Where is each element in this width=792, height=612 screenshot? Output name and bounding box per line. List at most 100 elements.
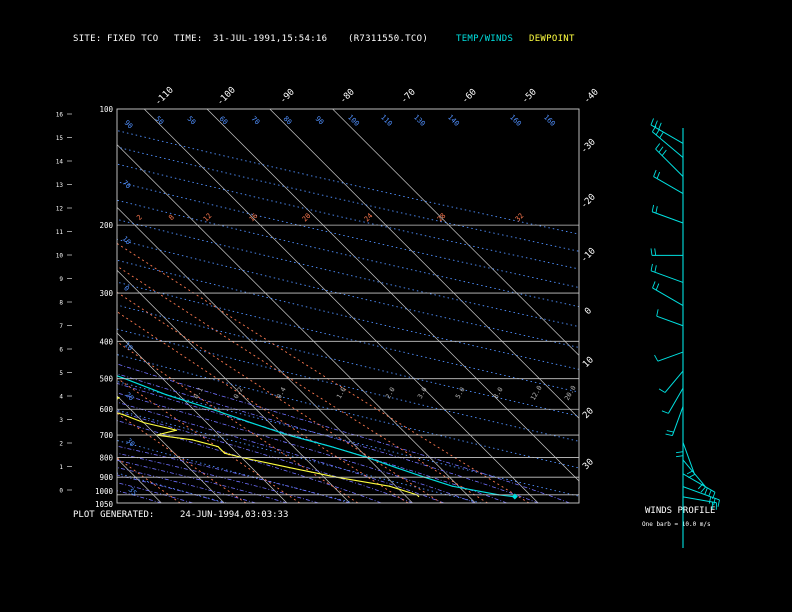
wind-barb-flag	[658, 146, 664, 153]
isotherm-top-label: -80	[338, 87, 357, 106]
mixing-ratio-line	[117, 457, 181, 503]
moist-adiabat	[117, 452, 319, 503]
moist-adiabat-label: 12.0	[529, 384, 544, 402]
dry-adiabat-label: 0	[122, 284, 131, 293]
wind-barb-flag	[676, 455, 684, 458]
isotherm-line	[332, 109, 579, 356]
wind-barb-flag	[655, 283, 660, 291]
height-tick-label: 3	[59, 417, 63, 424]
height-tick-label: 9	[59, 276, 63, 283]
isotherm-line	[117, 458, 162, 503]
mixing-ratio-label: 8	[167, 213, 176, 222]
legend-temp-winds: TEMP/WINDS	[456, 34, 514, 44]
moist-adiabat-label: 1.0	[335, 386, 348, 400]
dry-adiabat-label: 10	[121, 235, 133, 247]
wind-barb-flag	[652, 281, 656, 289]
plot-generated-value: 24-JUN-1994,03:03:33	[180, 510, 289, 520]
file-name: (R7311550.TCO)	[348, 34, 429, 44]
temperature-point	[165, 394, 167, 396]
dewpoint-point	[224, 452, 226, 454]
dry-adiabat-label: 130	[412, 113, 427, 128]
pressure-tick-label: 700	[99, 431, 113, 440]
wind-barb	[682, 473, 716, 493]
wind-barb-flag	[655, 206, 658, 214]
isotherm-top-label: -110	[153, 85, 175, 107]
moist-adiabat-label: 8.0	[492, 386, 505, 400]
height-tick-label: 5	[59, 370, 63, 377]
winds-profile-label: WINDS PROFILE	[645, 506, 716, 516]
wind-barb-flag	[661, 149, 667, 156]
mixing-ratio-line	[117, 341, 359, 503]
height-tick-label: 1	[59, 464, 63, 471]
moist-adiabat	[117, 410, 413, 503]
moist-adiabat	[117, 490, 162, 503]
dry-adiabat	[117, 472, 227, 503]
height-tick-label: 13	[56, 182, 64, 189]
dry-adiabat	[117, 146, 579, 252]
dry-adiabat	[117, 409, 482, 503]
dewpoint-point	[118, 397, 120, 399]
moist-adiabat	[117, 482, 193, 503]
isotherm-top-label: -100	[215, 85, 237, 107]
dry-adiabat-label: 70	[121, 179, 133, 191]
wind-barb-flag	[666, 430, 674, 433]
wind-barb-flag	[713, 498, 716, 506]
wind-barb	[682, 442, 696, 475]
moist-adiabat	[117, 445, 350, 503]
wind-barb-flag	[665, 433, 673, 436]
dry-adiabat-label: 10	[123, 341, 135, 353]
dry-adiabat	[117, 380, 579, 497]
wind-barb-flag	[655, 143, 661, 150]
dry-adiabat-label: 35	[127, 486, 139, 498]
height-tick-label: 16	[56, 112, 64, 119]
dry-adiabat-label: 100	[346, 113, 361, 128]
wind-barb-flag	[708, 489, 712, 497]
mixing-ratio-line	[117, 412, 247, 503]
dry-adiabat-label: 160	[508, 113, 523, 128]
wind-barb-flag	[654, 120, 658, 128]
legend-dewpoint: DEWPOINT	[529, 34, 575, 44]
height-tick-label: 11	[56, 229, 64, 236]
wind-barb	[652, 287, 684, 306]
dry-adiabat-label: 140	[446, 113, 461, 128]
wind-barb-flag	[654, 248, 657, 256]
wind-barb-flag	[658, 122, 662, 130]
site-label: SITE:	[73, 34, 102, 44]
height-tick-label: 15	[56, 135, 64, 142]
pressure-tick-label: 900	[99, 473, 113, 482]
moist-adiabat-label: 5.0	[454, 386, 467, 400]
isotherm-right-label: -10	[579, 246, 598, 265]
moist-adiabat	[117, 363, 570, 503]
isotherm-top-label: -50	[520, 87, 539, 106]
plot-area	[0, 109, 579, 503]
isotherm-right-label: 10	[581, 355, 596, 370]
isotherm-right-label: 30	[581, 457, 596, 472]
dry-adiabat-label: 90	[314, 115, 326, 127]
temperature-trace	[117, 375, 513, 498]
height-tick-label: 10	[56, 253, 64, 260]
dry-adiabat	[0, 125, 99, 503]
pressure-tick-label: 1050	[95, 500, 114, 509]
wind-barb-flag	[650, 118, 654, 126]
dry-adiabat-label: 160	[542, 113, 557, 128]
moist-adiabat	[117, 420, 382, 503]
wind-barb	[657, 351, 684, 362]
height-tick-label: 0	[59, 488, 63, 495]
wind-barb-flag	[717, 499, 720, 507]
dry-adiabat-label: 50	[186, 115, 198, 127]
dry-adiabat	[117, 304, 579, 417]
isotherm-right-label: -30	[579, 137, 598, 156]
isotherm-right-label: 0	[583, 306, 594, 317]
mixing-ratio-label: 20	[301, 212, 313, 224]
pressure-tick-label: 800	[99, 453, 113, 462]
wind-barb	[671, 406, 684, 436]
dry-adiabat-label: 70	[250, 115, 262, 127]
wind-barb	[652, 131, 684, 158]
isotherm-line	[206, 109, 579, 482]
dry-adiabat	[117, 130, 579, 235]
plot-generated-label: PLOT GENERATED:	[73, 510, 155, 520]
dry-adiabat-label: 110	[379, 113, 394, 128]
mixing-ratio-line	[117, 242, 530, 503]
wind-barb-flag	[654, 354, 659, 362]
